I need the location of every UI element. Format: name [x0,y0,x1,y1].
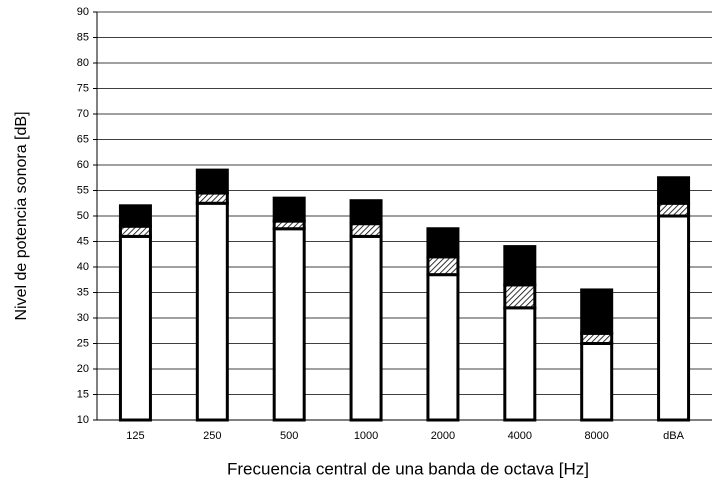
bar-segment [118,204,152,228]
y-tick-label: 85 [77,31,89,43]
bar-segment [195,168,229,195]
bar-segment [349,199,383,226]
x-tick-label: 125 [126,430,144,442]
x-axis-title: Frecuencia central de una banda de octav… [227,459,589,478]
bar-segment [503,306,537,422]
bar-segment [195,201,229,422]
y-tick-label: 75 [77,82,89,94]
y-tick-label: 30 [77,312,89,324]
y-tick-label: 35 [77,286,89,298]
x-tick-label: 8000 [584,430,608,442]
bar-segment [272,196,306,223]
bar-segment [118,224,152,238]
y-tick-label: 10 [77,414,89,426]
bar-segment [657,201,691,218]
y-tick-label: 60 [77,159,89,171]
y-tick-label: 15 [77,388,89,400]
y-tick-label: 70 [77,108,89,120]
y-tick-label: 25 [77,337,89,349]
bar-segment [657,214,691,422]
x-tick-label: 4000 [508,430,532,442]
bar-segment [426,273,460,422]
bar-segment [195,191,229,205]
bar-segment [580,331,614,345]
x-tick-label: 500 [280,430,298,442]
bar-segment [580,342,614,422]
bar-segment [118,234,152,422]
bar-segment [349,234,383,422]
bar-segment [657,176,691,205]
bar-segment [503,245,537,287]
bar-segment [426,227,460,259]
x-tick-label: 2000 [431,430,455,442]
bar-segment [580,288,614,335]
bar-segment [349,222,383,238]
bar-segment [426,255,460,277]
x-tick-label: 1000 [354,430,378,442]
y-axis-title: Nivel de potencia sonora [dB] [13,111,30,320]
bar-segment [272,227,306,422]
y-tick-label: 65 [77,133,89,145]
y-tick-label: 45 [77,235,89,247]
bar-segment [503,283,537,310]
y-tick-label: 20 [77,363,89,375]
y-tick-label: 55 [77,184,89,196]
x-tick-label: 250 [203,430,221,442]
y-tick-label: 80 [77,57,89,69]
y-tick-label: 90 [77,6,89,18]
x-tick-label: dBA [663,430,684,442]
y-tick-label: 40 [77,261,89,273]
y-tick-label: 50 [77,210,89,222]
